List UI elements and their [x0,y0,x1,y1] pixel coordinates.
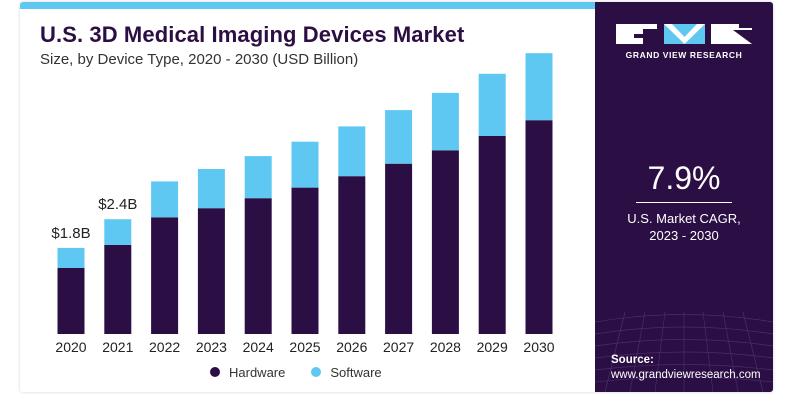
chart-card: U.S. 3D Medical Imaging Devices Market S… [20,2,773,392]
x-tick-2023: 2023 [196,339,227,355]
x-tick-2021: 2021 [102,339,133,355]
bar-hardware-2023 [197,208,225,334]
legend-swatch-hardware [210,367,220,377]
bar-software-2030 [525,53,553,121]
bar-hardware-2022 [151,217,179,334]
bar-software-2028 [431,92,459,151]
accent-bar [20,2,595,9]
info-panel: GRAND VIEW RESEARCH 7.9% U.S. Market CAG… [595,2,773,392]
x-tick-2030: 2030 [523,339,554,355]
chart-legend: Hardware Software [210,362,408,382]
bar-chart: 2020 2021 2022 2023 2024 2025 2026 2027 2028 2029… [51,53,555,355]
logo-block-r [711,24,752,44]
data-label-2020: $1.8B [51,225,90,242]
bar-software-2024 [244,156,272,199]
bar-hardware-2028 [431,150,459,334]
bar-hardware-2021 [104,245,132,334]
x-tick-2027: 2027 [383,339,414,355]
chart-title: U.S. 3D Medical Imaging Devices Market [40,22,465,47]
legend-swatch-software [311,367,322,377]
cagr-label-line2: 2023 - 2030 [649,228,719,243]
cagr-label: U.S. Market CAGR, 2023 - 2030 [595,210,773,244]
bar-software-2022 [151,181,179,218]
source-url[interactable]: www.grandviewresearch.com [611,369,761,381]
logo-block-v [663,24,705,44]
source-label: Source: [611,354,654,366]
cagr-value: 7.9% [647,160,721,196]
legend-item-hardware: Hardware [210,365,285,380]
bar-hardware-2030 [525,120,553,334]
bars-group [57,53,553,334]
x-tick-2022: 2022 [149,339,180,355]
x-tick-2020: 2020 [55,339,86,355]
legend-item-software: Software [311,364,382,380]
x-tick-2029: 2029 [477,339,508,355]
bar-hardware-2024 [244,198,272,334]
bar-hardware-2027 [385,163,413,334]
bar-software-2025 [291,141,319,188]
gvr-logo-icon: GRAND VIEW RESEARCH [616,24,752,60]
bar-software-2026 [338,126,366,177]
bar-hardware-2026 [338,176,366,334]
x-tick-2024: 2024 [243,339,274,355]
x-tick-2025: 2025 [289,339,320,355]
bar-software-2023 [197,169,225,209]
chart-pane: U.S. 3D Medical Imaging Devices Market S… [20,2,595,392]
bar-software-2021 [104,219,132,245]
cagr-label-line1: U.S. Market CAGR, [627,211,741,226]
bar-hardware-2025 [291,187,319,334]
bar-hardware-2020 [57,268,85,334]
x-tick-2028: 2028 [430,339,461,355]
logo-block-g [616,24,657,44]
legend-label-hardware: Hardware [229,364,286,380]
data-labels: $1.8B $2.4B [51,196,137,242]
decorative-grid [595,311,773,392]
bar-hardware-2029 [478,136,506,334]
bar-software-2027 [385,110,413,164]
x-tick-2026: 2026 [336,339,367,355]
brand-name: GRAND VIEW RESEARCH [625,50,743,60]
x-tick-labels: 2020 2021 2022 2023 2024 2025 2026 2027 2028 2029… [55,339,554,355]
bar-software-2020 [57,247,85,268]
legend-label-software: Software [330,364,382,380]
data-label-2021: $2.4B [98,196,137,213]
chart-subtitle: Size, by Device Type, 2020 - 2030 (USD B… [40,51,359,68]
bar-software-2029 [478,73,506,136]
cagr-divider [636,202,732,203]
